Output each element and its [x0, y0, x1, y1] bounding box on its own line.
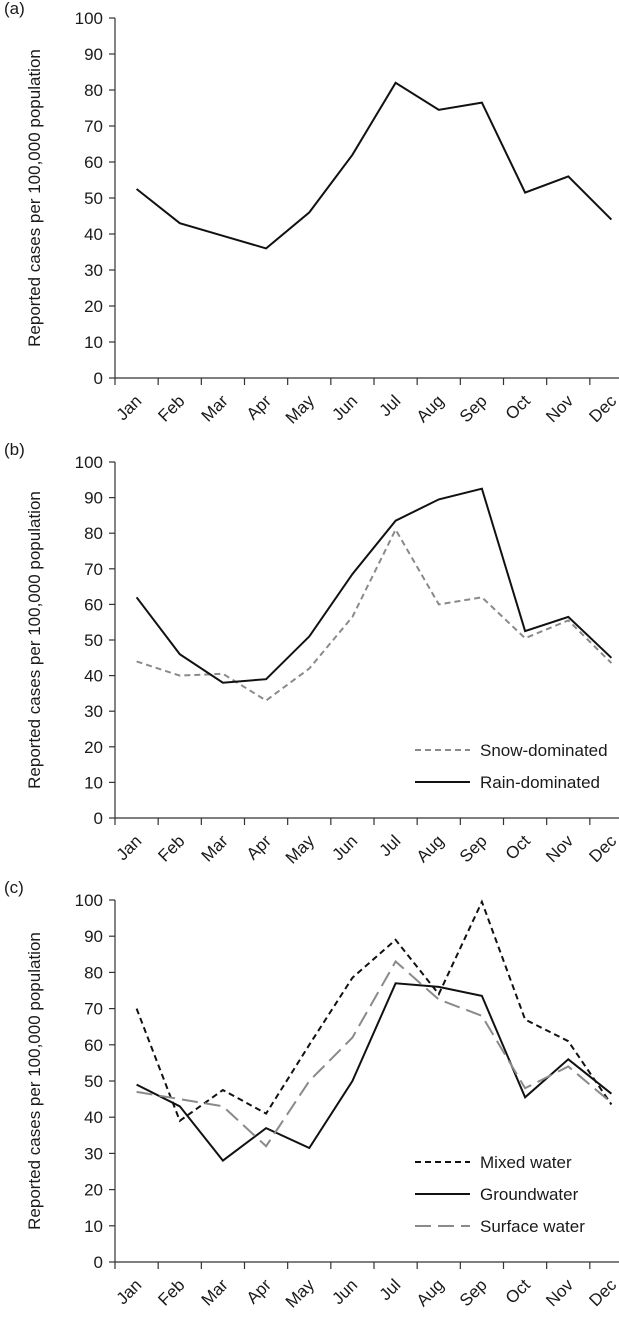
x-tick-label: Nov [542, 1275, 577, 1310]
x-tick-label: Feb [154, 831, 188, 865]
y-tick-label: 60 [84, 153, 103, 172]
y-tick-label: 70 [84, 117, 103, 136]
x-tick-label: Jun [328, 831, 361, 864]
y-tick-label: 10 [84, 773, 103, 792]
series-line-0 [136, 527, 613, 702]
y-tick-label: 30 [84, 1144, 103, 1163]
legend-label: Groundwater [480, 1185, 579, 1204]
y-axis-label: Reported cases per 100,000 population [25, 49, 44, 347]
x-tick-label: Apr [243, 1275, 275, 1307]
series-line-1 [135, 487, 613, 684]
x-tick-label: Mar [198, 831, 232, 865]
y-tick-label: 10 [84, 1217, 103, 1236]
x-tick-label: Mar [198, 1275, 232, 1309]
y-axis-label: Reported cases per 100,000 population [25, 491, 44, 789]
y-tick-label: 50 [84, 631, 103, 650]
y-tick-label: 90 [84, 489, 103, 508]
chart-panel-0: (a) Reported cases per 100,000 population… [4, 0, 619, 428]
chart-panel-1: (b) Reported cases per 100,000 population… [4, 440, 619, 868]
x-tick-label: Sep [456, 1275, 491, 1310]
panel-label: (b) [4, 440, 25, 459]
y-tick-label: 30 [84, 261, 103, 280]
chart-panel-2: (c) Reported cases per 100,000 population… [4, 878, 619, 1312]
y-tick-label: 0 [94, 809, 103, 828]
x-tick-label: Oct [502, 831, 534, 863]
x-tick-label: Dec [585, 1275, 619, 1310]
y-tick-label: 40 [84, 1108, 103, 1127]
y-tick-label: 20 [84, 738, 103, 757]
x-tick-label: Jun [328, 391, 361, 424]
y-tick-label: 80 [84, 524, 103, 543]
x-tick-label: Aug [413, 1275, 448, 1310]
y-tick-label: 80 [84, 81, 103, 100]
y-tick-label: 40 [84, 667, 103, 686]
x-tick-label: May [282, 831, 318, 867]
x-tick-label: Jun [328, 1275, 361, 1308]
y-tick-label: 50 [84, 189, 103, 208]
x-tick-label: Oct [502, 391, 534, 423]
series-line-1 [136, 982, 613, 1162]
x-tick-label: Nov [542, 391, 577, 426]
x-tick-label: Dec [585, 831, 619, 866]
y-tick-label: 80 [84, 963, 103, 982]
y-tick-label: 90 [84, 45, 103, 64]
y-tick-label: 60 [84, 595, 103, 614]
legend-label: Surface water [480, 1217, 585, 1236]
panel-label: (a) [4, 0, 25, 18]
x-tick-label: Apr [243, 391, 275, 423]
x-tick-label: Jul [376, 831, 405, 860]
legend-label: Mixed water [480, 1153, 572, 1172]
y-tick-label: 60 [84, 1036, 103, 1055]
y-tick-label: 70 [84, 560, 103, 579]
y-tick-label: 100 [75, 891, 103, 910]
x-tick-label: Aug [413, 391, 448, 426]
y-tick-label: 100 [75, 453, 103, 472]
x-tick-label: May [282, 391, 318, 427]
y-tick-label: 20 [84, 297, 103, 316]
y-tick-label: 50 [84, 1072, 103, 1091]
y-tick-label: 0 [94, 369, 103, 388]
x-tick-label: Sep [456, 831, 491, 866]
x-tick-label: Feb [154, 1275, 188, 1309]
y-tick-label: 90 [84, 927, 103, 946]
x-tick-label: Jan [113, 1275, 146, 1308]
x-tick-label: Apr [243, 831, 275, 863]
x-tick-label: Feb [154, 391, 188, 425]
x-tick-label: Mar [198, 391, 232, 425]
x-tick-label: Jan [113, 391, 146, 424]
y-tick-label: 20 [84, 1181, 103, 1200]
x-tick-label: Dec [585, 391, 619, 426]
x-tick-label: Jul [376, 391, 405, 420]
x-tick-label: Sep [456, 391, 491, 426]
y-axis-label: Reported cases per 100,000 population [25, 932, 44, 1230]
y-tick-label: 0 [94, 1253, 103, 1272]
x-tick-label: Oct [502, 1275, 534, 1307]
legend-label: Snow-dominated [480, 741, 608, 760]
y-tick-label: 70 [84, 1000, 103, 1019]
x-tick-label: Jan [113, 831, 146, 864]
y-tick-label: 10 [84, 333, 103, 352]
x-tick-label: May [282, 1275, 318, 1311]
y-tick-label: 40 [84, 225, 103, 244]
legend-label: Rain-dominated [480, 773, 600, 792]
series-line-0 [135, 81, 613, 250]
series-line-2 [136, 959, 613, 1148]
series-line-0 [135, 899, 613, 1123]
y-tick-label: 30 [84, 702, 103, 721]
y-tick-label: 100 [75, 9, 103, 28]
x-tick-label: Jul [376, 1275, 405, 1304]
panel-label: (c) [4, 878, 24, 897]
x-tick-label: Aug [413, 831, 448, 866]
x-tick-label: Nov [542, 831, 577, 866]
